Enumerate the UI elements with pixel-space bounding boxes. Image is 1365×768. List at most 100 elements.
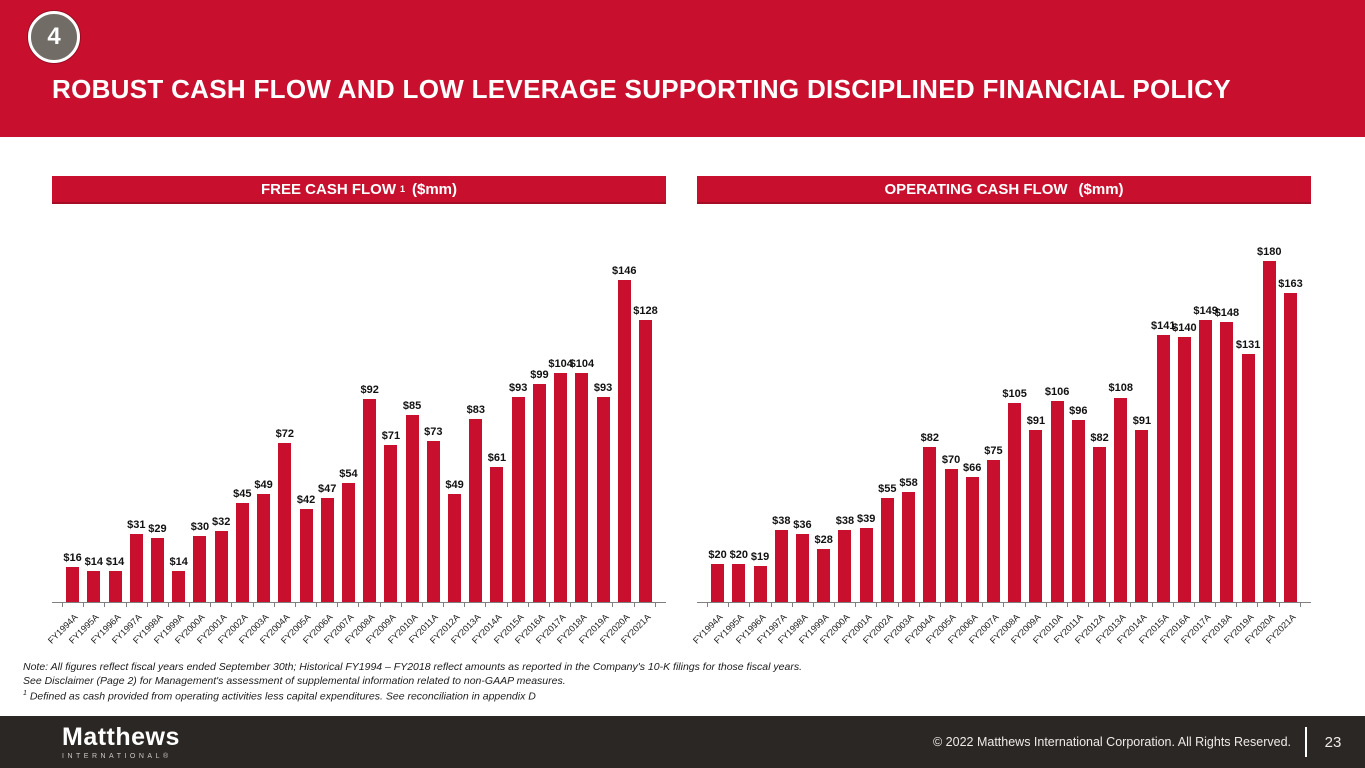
bar-slot: $82 xyxy=(919,228,940,602)
axis-tick xyxy=(443,603,464,607)
bar-FY1998A xyxy=(150,538,164,602)
bar-FY2004A xyxy=(923,446,937,602)
axis-tick xyxy=(770,603,792,607)
axis-tick xyxy=(1257,603,1278,607)
bar-FY2008A xyxy=(363,399,377,602)
bar-slot: $72 xyxy=(274,228,295,602)
bar-value-label: $28 xyxy=(814,533,833,546)
bar-FY2008A xyxy=(1008,403,1022,602)
bar-FY2005A xyxy=(944,469,958,602)
bar-FY2010A xyxy=(1050,401,1064,602)
bar-value-label: $72 xyxy=(275,428,294,441)
footer-right-group: © 2022 Matthews International Corporatio… xyxy=(933,727,1345,757)
bar-value-label: $42 xyxy=(296,494,316,507)
bar-FY2003A xyxy=(902,492,916,602)
bar-FY1994A xyxy=(711,564,725,602)
bar-slot: $38 xyxy=(834,228,855,602)
free-cash-flow-chart: $16 $14 $14 $31 $29 $14 $30 $32 $45 $49 $72 $42 $47 $… xyxy=(46,228,666,659)
bar-value-label: $108 xyxy=(1108,382,1134,395)
bar-slot: $71 xyxy=(380,228,401,602)
axis-tick xyxy=(104,603,125,607)
bar-slot: $92 xyxy=(359,228,380,602)
bar-slot: $83 xyxy=(465,228,486,602)
chart-title-text: OPERATING CASH FLOW xyxy=(884,180,1068,198)
bar-slot: $49 xyxy=(444,228,465,602)
axis-tick xyxy=(1172,603,1194,607)
operating-cash-flow-chart-title: OPERATING CASH FLOW ($mm) xyxy=(697,176,1311,204)
axis-tick xyxy=(252,603,274,607)
bar-value-label: $14 xyxy=(84,556,104,569)
bar-value-label: $163 xyxy=(1278,278,1303,291)
bar-FY1996A xyxy=(753,566,767,602)
bar-value-label: $82 xyxy=(1090,431,1109,444)
bar-FY2002A xyxy=(880,497,894,602)
bar-slot: $91 xyxy=(1025,228,1046,602)
bar-FY2011A xyxy=(1071,420,1085,602)
bar-FY1997A xyxy=(774,530,788,602)
bar-FY2021A xyxy=(639,319,653,602)
axis-tick xyxy=(633,603,656,607)
bar-FY2001A xyxy=(214,531,228,602)
bar-slot: $146 xyxy=(612,228,637,602)
axis-tick xyxy=(146,603,168,607)
bar-FY2012A xyxy=(448,493,462,602)
axis-tick xyxy=(812,603,834,607)
axis-tick xyxy=(982,603,1003,607)
bar-value-label: $91 xyxy=(1026,414,1046,427)
axis-tick xyxy=(1278,603,1301,607)
bar-value-label: $140 xyxy=(1172,321,1197,334)
footnote-line-2: See Disclaimer (Page 2) for Management's… xyxy=(23,674,566,687)
bar-FY2000A xyxy=(193,535,207,602)
bar-slot: $30 xyxy=(189,228,210,602)
bar-value-label: $146 xyxy=(612,264,637,277)
bar-value-label: $66 xyxy=(963,462,982,474)
matthews-logo: Matthews INTERNATIONAL® xyxy=(62,724,180,760)
bar-FY2016A xyxy=(532,383,546,602)
bar-FY1997A xyxy=(129,533,143,602)
axis-tick xyxy=(591,603,612,607)
bar-FY1999A xyxy=(817,549,831,602)
bar-FY2009A xyxy=(1029,429,1043,602)
copyright-text: © 2022 Matthews International Corporatio… xyxy=(932,735,1291,749)
axis-tick xyxy=(62,603,83,607)
bar-value-label: $61 xyxy=(487,452,507,465)
bar-FY2006A xyxy=(320,498,334,602)
axis-tick xyxy=(231,603,252,607)
axis-tick xyxy=(210,603,231,607)
bar-value-label: $32 xyxy=(211,516,231,529)
bar-slot: $180 xyxy=(1257,228,1282,602)
bar-value-label: $73 xyxy=(424,425,443,438)
bar-slot: $55 xyxy=(877,228,898,602)
axis-tick xyxy=(421,603,443,607)
bar-value-label: $141 xyxy=(1150,319,1176,332)
free-cash-flow-panel: FREE CASH FLOW 1 ($mm) $16 $14 $14 $31 $29 $14 $… xyxy=(46,176,666,659)
bar-value-label: $180 xyxy=(1257,246,1282,259)
bar-slot: $49 xyxy=(253,228,274,602)
bar-slot: $149 xyxy=(1193,228,1218,602)
bar-value-label: $106 xyxy=(1044,386,1070,399)
bar-slot: $32 xyxy=(211,228,232,602)
footer-divider xyxy=(1305,727,1307,757)
bar-value-label: $16 xyxy=(63,551,82,564)
bar-value-label: $54 xyxy=(339,467,358,480)
bar-value-label: $45 xyxy=(233,487,252,500)
axis-tick xyxy=(918,603,940,607)
axis-tick xyxy=(1151,603,1173,607)
bar-slot: $163 xyxy=(1278,228,1303,602)
slide-number-badge: 4 xyxy=(28,11,80,63)
bar-value-label: $83 xyxy=(466,403,485,416)
bar-slot: $38 xyxy=(771,228,792,602)
bar-FY2018A xyxy=(575,372,589,602)
bar-value-label: $30 xyxy=(190,520,210,533)
bar-value-label: $20 xyxy=(729,549,749,562)
operating-cash-flow-panel: OPERATING CASH FLOW ($mm) $20 $20 $19 $38 $36… xyxy=(691,176,1311,659)
footnote-superscript: 1 xyxy=(23,689,27,697)
bar-FY2012A xyxy=(1093,446,1107,602)
bar-value-label: $93 xyxy=(509,381,528,394)
bar-value-label: $58 xyxy=(899,477,918,490)
bar-value-label: $148 xyxy=(1214,306,1240,319)
bar-value-label: $99 xyxy=(530,368,549,381)
bar-value-label: $96 xyxy=(1069,405,1088,418)
bar-FY2018A xyxy=(1220,321,1234,602)
